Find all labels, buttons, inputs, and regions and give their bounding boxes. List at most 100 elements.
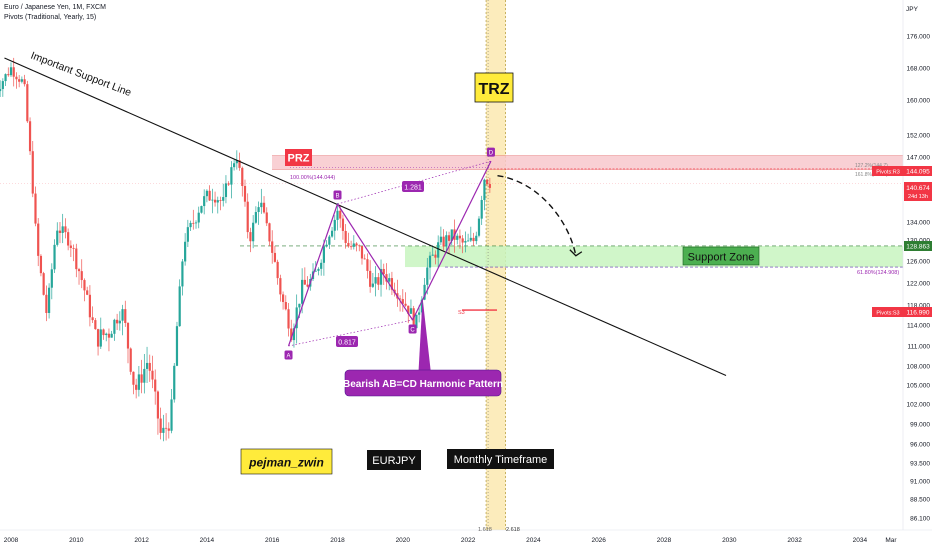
candle-body-139 xyxy=(371,283,374,287)
pattern-point-d-badge xyxy=(486,147,495,157)
y-tick-label-4: 147.000 xyxy=(907,155,931,162)
support-price-tag xyxy=(904,241,932,251)
x-tick-label-5: 2018 xyxy=(330,537,345,544)
pattern-leg-cd xyxy=(412,160,492,321)
last-price-label: 140.674 xyxy=(906,185,930,192)
candle-body-88 xyxy=(233,163,236,168)
x-tick-label-1: 2010 xyxy=(69,537,84,544)
support-zone-tag-label: Support Zone xyxy=(688,252,755,264)
support-price-label: 128.863 xyxy=(906,244,930,251)
x-tick-label-2: 2012 xyxy=(134,537,149,544)
timeframe-tag xyxy=(447,449,554,469)
support-zone xyxy=(405,245,903,268)
candle-body-137 xyxy=(366,259,369,271)
candle-body-50 xyxy=(129,348,132,372)
candle-body-11 xyxy=(23,79,26,85)
pivot-s3-price-tag xyxy=(904,307,932,317)
pattern-callout-label: Bearish AB=CD Harmonic Pattern xyxy=(343,379,503,390)
candle-body-107 xyxy=(284,302,287,310)
candle-body-124 xyxy=(330,230,334,237)
candle-body-179 xyxy=(480,199,483,219)
candle-body-32 xyxy=(80,271,83,281)
candle-body-10 xyxy=(20,79,23,82)
candle-body-7 xyxy=(12,67,15,77)
candle-body-80 xyxy=(211,199,214,201)
candle-body-38 xyxy=(96,329,100,347)
candle-body-164 xyxy=(439,236,442,243)
y-tick-label-13: 108.000 xyxy=(907,364,931,371)
candle-body-166 xyxy=(445,235,448,247)
candle-body-142 xyxy=(379,268,383,285)
candle-body-94 xyxy=(249,232,252,242)
candle-body-134 xyxy=(358,245,361,247)
candle-body-14 xyxy=(31,151,34,194)
candle-body-150 xyxy=(401,299,404,304)
candle-body-97 xyxy=(257,207,260,213)
prz-tag-label: PRZ xyxy=(288,153,310,165)
candle-body-131 xyxy=(350,246,353,248)
pattern-point-d-label: D xyxy=(489,151,494,157)
y-tick-label-3: 152.000 xyxy=(907,133,931,140)
candle-body-44 xyxy=(113,319,116,334)
candle-body-100 xyxy=(265,212,268,224)
candle-body-162 xyxy=(434,254,437,258)
candle-body-102 xyxy=(271,241,274,253)
candle-body-4 xyxy=(4,74,7,82)
candle-body-49 xyxy=(126,322,130,349)
candle-body-119 xyxy=(317,268,320,271)
candle-body-6 xyxy=(9,67,13,76)
y-tick-label-17: 96.000 xyxy=(910,442,930,449)
candle-body-93 xyxy=(246,201,249,233)
time-fib-a-label: 1.618 xyxy=(478,527,492,533)
candle-body-132 xyxy=(352,243,355,247)
candle-body-172 xyxy=(461,238,464,243)
timeframe-tag-label: Monthly Timeframe xyxy=(454,454,548,466)
candle-body-65 xyxy=(170,399,173,431)
drawings-layer: A B C D xyxy=(4,0,727,530)
ratio-ab-badge xyxy=(336,336,358,347)
candle-body-16 xyxy=(37,223,40,256)
candle-body-22 xyxy=(53,244,56,270)
candle-body-130 xyxy=(347,242,350,247)
candle-body-12 xyxy=(26,84,29,122)
candle-body-36 xyxy=(91,317,94,321)
candle-body-28 xyxy=(69,245,72,248)
candle-body-138 xyxy=(369,270,372,287)
candle-body-5 xyxy=(7,74,10,76)
projection-arrow-head xyxy=(569,249,583,257)
pivot-s3-tag-label: Pivots:S3 xyxy=(876,311,899,317)
candle-body-160 xyxy=(428,255,432,268)
candle-body-108 xyxy=(287,309,290,329)
candle-body-59 xyxy=(154,379,157,392)
x-tick-label-11: 2030 xyxy=(722,537,737,544)
candle-body-96 xyxy=(254,212,257,223)
candle-body-41 xyxy=(105,333,108,336)
y-tick-label-11: 114.000 xyxy=(907,323,930,330)
candle-body-181 xyxy=(486,179,489,185)
candle-body-19 xyxy=(45,294,48,313)
y-tick-label-8: 126.000 xyxy=(907,259,931,266)
candle-body-180 xyxy=(483,179,486,200)
time-fib-b-label: 2.618 xyxy=(506,527,520,533)
author-tag xyxy=(240,448,333,475)
candle-body-84 xyxy=(222,197,225,201)
candle-body-51 xyxy=(132,371,135,385)
pivot-r3-price: 144.095 xyxy=(906,169,930,176)
candle-body-125 xyxy=(333,219,336,231)
ratio-bd-label: 1.281 xyxy=(404,185,422,192)
candle-body-72 xyxy=(189,222,192,228)
candle-body-43 xyxy=(110,333,113,338)
pivot-s3-tag xyxy=(872,307,904,317)
candle-body-61 xyxy=(159,418,162,433)
projection-curve xyxy=(497,174,577,256)
important-support-trendline xyxy=(4,57,727,377)
candle-body-176 xyxy=(472,237,475,242)
pattern-point-b-badge xyxy=(333,190,342,200)
candle-body-123 xyxy=(328,236,331,245)
candle-body-104 xyxy=(276,261,279,279)
prz-zone xyxy=(272,155,903,170)
y-tick-label-16: 99.000 xyxy=(910,422,930,429)
candle-body-27 xyxy=(67,232,70,246)
candle-body-135 xyxy=(360,246,364,259)
